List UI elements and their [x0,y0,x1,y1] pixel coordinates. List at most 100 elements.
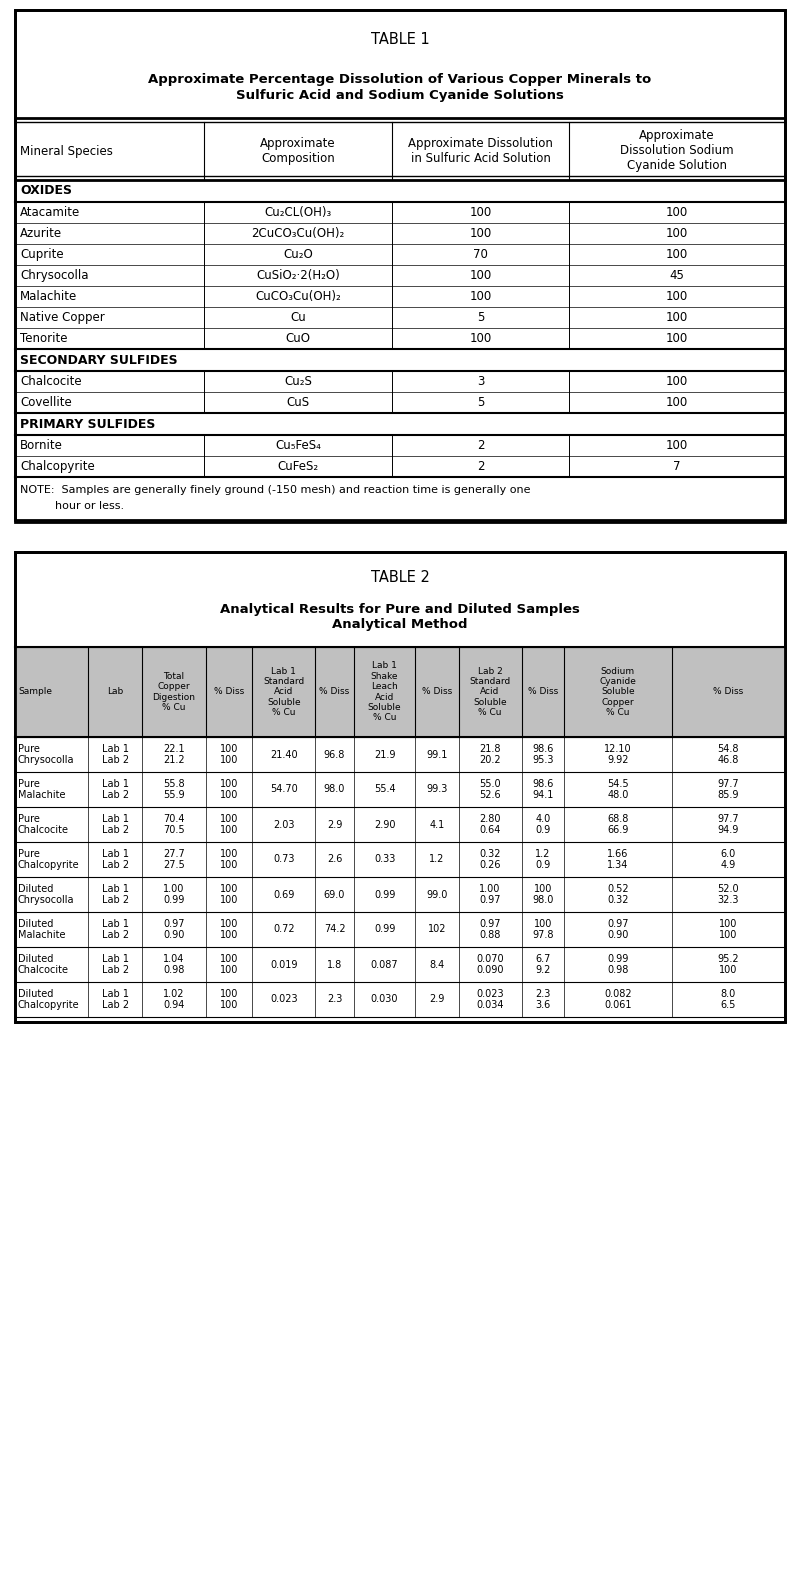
Text: Native Copper: Native Copper [20,311,105,324]
Text: 1.00
0.99: 1.00 0.99 [163,883,185,905]
Text: Lab 1
Lab 2: Lab 1 Lab 2 [102,849,129,871]
Text: Covellite: Covellite [20,396,72,409]
Text: 98.0: 98.0 [324,784,346,794]
Text: 74.2: 74.2 [324,924,346,934]
Text: 21.40: 21.40 [270,750,298,759]
Text: Lab 1
Lab 2: Lab 1 Lab 2 [102,918,129,940]
Text: Approximate Dissolution
in Sulfuric Acid Solution: Approximate Dissolution in Sulfuric Acid… [409,137,554,165]
Text: 0.070
0.090: 0.070 0.090 [476,954,504,975]
Text: 0.030: 0.030 [371,995,398,1005]
Text: 99.0: 99.0 [426,890,448,899]
Text: Lab 1
Lab 2: Lab 1 Lab 2 [102,814,129,835]
Text: Analytical Results for Pure and Diluted Samples
Analytical Method: Analytical Results for Pure and Diluted … [220,604,580,630]
Text: Tenorite: Tenorite [20,332,67,344]
Text: 100: 100 [666,206,688,219]
Text: 100: 100 [666,289,688,303]
Bar [15,552,785,1022]
Text: 68.8
66.9: 68.8 66.9 [607,814,629,835]
Text: Atacamite: Atacamite [20,206,80,219]
Text: 3: 3 [477,376,485,388]
Text: 0.99
0.98: 0.99 0.98 [607,954,629,975]
Text: 0.97
0.88: 0.97 0.88 [479,918,501,940]
Text: OXIDES: OXIDES [20,184,72,198]
Text: 2.3
3.6: 2.3 3.6 [535,989,550,1011]
Text: 2.03: 2.03 [273,819,294,830]
Text: 70.4
70.5: 70.4 70.5 [163,814,185,835]
Text: 0.73: 0.73 [273,855,294,865]
Text: Chalcopyrite: Chalcopyrite [20,461,94,473]
Text: Lab 1
Lab 2: Lab 1 Lab 2 [102,954,129,975]
Text: 98.6
95.3: 98.6 95.3 [532,744,554,766]
Text: Azurite: Azurite [20,226,62,241]
Bar [15,552,785,1022]
Text: 100: 100 [666,332,688,344]
Text: 96.8: 96.8 [324,750,346,759]
Text: 0.99: 0.99 [374,924,395,934]
Text: Approximate
Composition: Approximate Composition [260,137,336,165]
Text: 100
100: 100 100 [220,849,238,871]
Text: Cu₂O: Cu₂O [283,248,313,261]
Text: 8.0
6.5: 8.0 6.5 [721,989,736,1011]
Text: 12.10
9.92: 12.10 9.92 [604,744,632,766]
Text: 0.69: 0.69 [273,890,294,899]
Text: CuFeS₂: CuFeS₂ [278,461,318,473]
Text: 52.0
32.3: 52.0 32.3 [718,883,739,905]
Text: 4.1: 4.1 [430,819,445,830]
Text: 27.7
27.5: 27.7 27.5 [163,849,185,871]
Text: 4.0
0.9: 4.0 0.9 [535,814,550,835]
Text: Diluted
Chalcocite: Diluted Chalcocite [18,954,69,975]
Text: TABLE 1: TABLE 1 [370,33,430,47]
Text: 55.8
55.9: 55.8 55.9 [163,778,185,800]
Text: 0.019: 0.019 [270,959,298,970]
Text: Cu: Cu [290,311,306,324]
Text: 100
97.8: 100 97.8 [532,918,554,940]
Text: 100
100: 100 100 [220,954,238,975]
Text: 2.9: 2.9 [430,995,445,1005]
Text: 100: 100 [666,248,688,261]
Text: 99.1: 99.1 [426,750,448,759]
Text: Chrysocolla: Chrysocolla [20,269,89,281]
Text: 2: 2 [477,439,485,453]
Text: 100: 100 [666,311,688,324]
Text: Cu₂CL(OH)₃: Cu₂CL(OH)₃ [264,206,332,219]
Text: 2.9: 2.9 [327,819,342,830]
Text: Total
Copper
Digestion
% Cu: Total Copper Digestion % Cu [153,671,195,712]
Text: 5: 5 [477,396,485,409]
Text: % Diss: % Diss [422,687,452,696]
Text: 2.90: 2.90 [374,819,395,830]
Text: 21.9: 21.9 [374,750,395,759]
Text: Sample: Sample [18,687,52,696]
Text: Lab 1
Lab 2: Lab 1 Lab 2 [102,778,129,800]
Text: CuO: CuO [286,332,310,344]
Text: 22.1
21.2: 22.1 21.2 [163,744,185,766]
Text: 100: 100 [470,289,492,303]
Text: 1.04
0.98: 1.04 0.98 [163,954,185,975]
Text: 100: 100 [666,226,688,241]
Text: 0.97
0.90: 0.97 0.90 [607,918,629,940]
Text: 100: 100 [470,206,492,219]
Text: 100
100: 100 100 [220,778,238,800]
Text: 0.72: 0.72 [273,924,294,934]
Text: hour or less.: hour or less. [20,501,124,511]
Text: 0.99: 0.99 [374,890,395,899]
Text: 0.32
0.26: 0.32 0.26 [479,849,501,871]
Text: Pure
Chalcocite: Pure Chalcocite [18,814,69,835]
Text: 54.8
46.8: 54.8 46.8 [718,744,739,766]
Text: 100
100: 100 100 [220,814,238,835]
Text: PRIMARY SULFIDES: PRIMARY SULFIDES [20,418,155,431]
Text: 100
100: 100 100 [220,744,238,766]
Bar [15,648,785,737]
Text: Lab 1
Lab 2: Lab 1 Lab 2 [102,989,129,1011]
Text: 0.52
0.32: 0.52 0.32 [607,883,629,905]
Text: Lab: Lab [107,687,123,696]
Text: 0.023
0.034: 0.023 0.034 [476,989,504,1011]
Text: 100: 100 [470,269,492,281]
Text: 100: 100 [470,332,492,344]
Text: CuSiO₂·2(H₂O): CuSiO₂·2(H₂O) [256,269,340,281]
Text: Diluted
Chrysocolla: Diluted Chrysocolla [18,883,74,905]
Text: 100
100: 100 100 [719,918,738,940]
Text: 5: 5 [477,311,485,324]
Text: 98.6
94.1: 98.6 94.1 [532,778,554,800]
Text: 21.8
20.2: 21.8 20.2 [479,744,501,766]
Text: SECONDARY SULFIDES: SECONDARY SULFIDES [20,354,178,366]
